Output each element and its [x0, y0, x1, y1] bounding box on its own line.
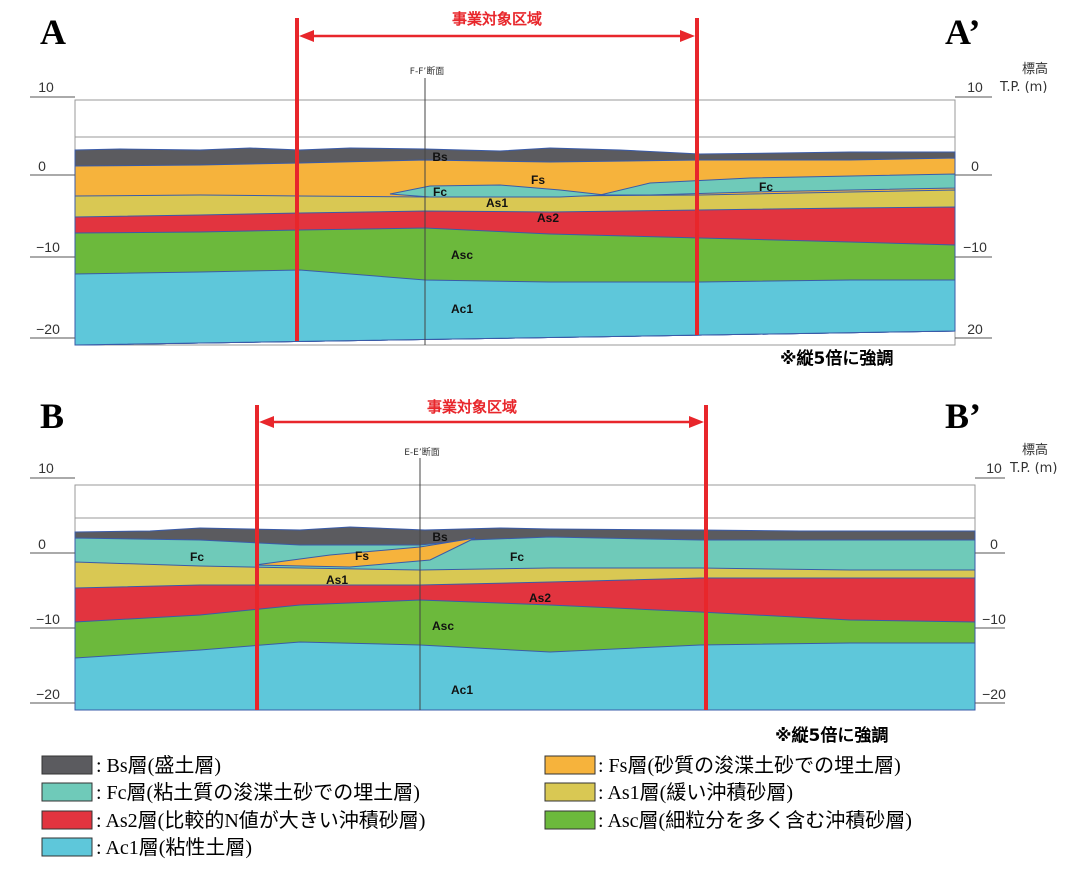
right-tick: 10: [986, 460, 1002, 476]
layer-label: Asc: [451, 248, 473, 262]
legend-swatch: [41, 810, 93, 830]
layer-label: Ac1: [451, 683, 473, 697]
right-tick: 0: [990, 536, 998, 552]
legend-text: : As1層(緩い沖積砂層): [598, 781, 793, 804]
arrow-head: [680, 30, 695, 42]
section-end-label: B’: [945, 396, 981, 436]
layer-label: Asc: [432, 619, 454, 633]
layer-label: Fc: [433, 185, 447, 199]
left-tick: −20: [36, 686, 60, 702]
layer-label: Fs: [531, 173, 545, 187]
layer-label: Fc: [510, 550, 524, 564]
layer-fc: [389, 184, 606, 198]
project-area-label: 事業対象区域: [427, 398, 517, 416]
elevation-label: 標高: [1022, 61, 1048, 77]
exaggeration-note: ※縦5倍に強調: [780, 348, 893, 369]
legend-swatch: [41, 755, 93, 775]
layer-label: Fc: [759, 180, 773, 194]
layer-label: Bs: [432, 150, 448, 164]
arrow-head: [259, 416, 274, 428]
cross-line-label: E-E’断面: [404, 446, 439, 458]
layer-label: Fs: [355, 549, 369, 563]
section-end-label: A’: [945, 12, 980, 52]
left-tick: 10: [38, 79, 54, 95]
arrow-head: [689, 416, 704, 428]
right-tick: 20: [967, 321, 983, 337]
legend-swatch: [544, 810, 596, 830]
legend: : Bs層(盛土層) : Fs層(砂質の浚渫土砂での埋土層) : Fc層(粘土質…: [41, 754, 912, 859]
scale-lines: [30, 477, 1005, 704]
legend-swatch: [41, 782, 93, 802]
project-area-label: 事業対象区域: [452, 10, 542, 28]
layer-ac1: [74, 641, 976, 711]
elevation-unit: T.P. (m): [1009, 461, 1057, 476]
right-tick: 0: [971, 158, 979, 174]
legend-swatch: [544, 755, 596, 775]
legend-text: : Fs層(砂質の浚渫土砂での埋土層): [598, 754, 901, 777]
legend-text: : As2層(比較的N値が大きい沖積砂層): [96, 809, 425, 832]
right-tick: −10: [963, 239, 987, 255]
section-end-label: B: [40, 396, 64, 436]
left-tick: 0: [38, 536, 46, 552]
layer-label: As2: [529, 591, 551, 605]
section-b: E-E’断面 Bs Fc Fs Fc As1 As2 Asc Ac1 10 0 …: [30, 396, 1057, 746]
left-tick: −10: [36, 239, 60, 255]
layer-label: Bs: [432, 530, 448, 544]
layer-label: As1: [326, 573, 348, 587]
legend-swatch: [544, 782, 596, 802]
legend-text: : Ac1層(粘性土層): [96, 836, 252, 859]
layer-label: Ac1: [451, 302, 473, 316]
elevation-unit: T.P. (m): [999, 80, 1047, 95]
exaggeration-note: ※縦5倍に強調: [775, 725, 888, 746]
legend-swatch: [41, 837, 93, 857]
left-tick: −20: [36, 321, 60, 337]
left-tick: 0: [38, 158, 46, 174]
right-tick: −20: [982, 686, 1006, 702]
elevation-label: 標高: [1022, 442, 1048, 458]
layer-label: As1: [486, 196, 508, 210]
right-tick: −10: [982, 611, 1006, 627]
arrow-head: [299, 30, 314, 42]
left-tick: 10: [38, 460, 54, 476]
legend-text: : Bs層(盛土層): [96, 754, 221, 777]
layer-fc: [599, 173, 956, 196]
section-a: F-F’断面 Bs Fc Fs As1 As2 Asc Ac1 Fc 10 0 …: [30, 10, 1048, 369]
right-tick: 10: [967, 79, 983, 95]
scale-lines: [30, 96, 992, 339]
legend-text: : Asc層(細粒分を多く含む沖積砂層): [598, 809, 912, 832]
layer-label: Fc: [190, 550, 204, 564]
left-tick: −10: [36, 611, 60, 627]
legend-text: : Fc層(粘土質の浚渫土砂での埋土層): [96, 781, 420, 804]
cross-line-label: F-F’断面: [410, 65, 444, 77]
section-end-label: A: [40, 12, 66, 52]
layer-label: As2: [537, 211, 559, 225]
